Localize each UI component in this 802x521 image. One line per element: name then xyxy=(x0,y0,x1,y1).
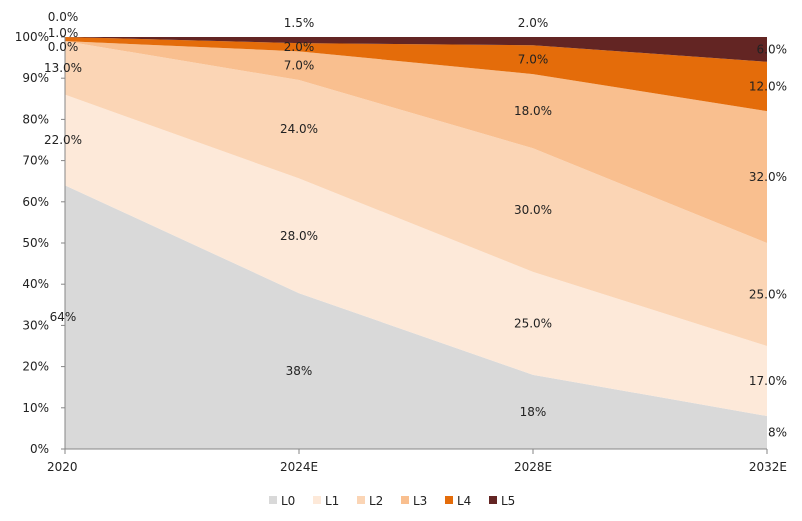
y-tick-label: 60% xyxy=(22,195,49,209)
legend-swatch-l4 xyxy=(445,496,453,504)
data-label-l3: 18.0% xyxy=(514,104,552,118)
y-tick-label: 100% xyxy=(15,30,49,44)
y-tick-label: 80% xyxy=(22,112,49,126)
data-label-l0: 38% xyxy=(286,364,313,378)
legend-label-l5: L5 xyxy=(501,494,515,508)
legend-label-l1: L1 xyxy=(325,494,339,508)
x-tick-label: 2032E xyxy=(749,460,787,474)
y-tick-label: 50% xyxy=(22,236,49,250)
legend-swatch-l3 xyxy=(401,496,409,504)
area-l1 xyxy=(65,94,767,417)
legend: L0 L1 L2 L3 L4 L5 xyxy=(269,494,515,508)
data-label-l3: 0.0% xyxy=(48,40,79,54)
data-label-l5: 0.0% xyxy=(48,10,79,24)
area-l4 xyxy=(65,37,767,112)
y-tick-label: 0% xyxy=(30,442,49,456)
legend-swatch-l2 xyxy=(357,496,365,504)
y-tick-label: 10% xyxy=(22,401,49,415)
legend-label-l4: L4 xyxy=(457,494,471,508)
area-l2 xyxy=(65,41,767,347)
axes-layer: 0% 10% 20% 30% 40% 50% 60% 70% 80% 90% 100% 2020 202… xyxy=(15,30,787,474)
data-label-l0: 8% xyxy=(768,426,787,440)
data-label-l5: 2.0% xyxy=(518,16,549,30)
data-label-l2: 25.0% xyxy=(749,288,787,302)
x-tick-label: 2020 xyxy=(47,460,78,474)
data-label-l2: 13.0% xyxy=(44,61,82,75)
area-layer xyxy=(65,37,767,449)
data-label-l5: 6.0% xyxy=(757,42,788,56)
data-label-l5: 1.5% xyxy=(284,16,315,30)
data-label-l1: 25.0% xyxy=(514,316,552,330)
legend-swatch-l5 xyxy=(489,496,497,504)
x-tick-label: 2028E xyxy=(514,460,552,474)
data-label-l0: 18% xyxy=(520,405,547,419)
legend-label-l0: L0 xyxy=(281,494,295,508)
data-label-l0: 64% xyxy=(50,310,77,324)
data-label-l2: 24.0% xyxy=(280,122,318,136)
area-l5 xyxy=(65,37,767,62)
data-label-l3: 7.0% xyxy=(284,59,315,73)
data-label-l1: 17.0% xyxy=(749,374,787,388)
area-l0 xyxy=(65,185,767,449)
data-label-l4: 1.0% xyxy=(48,26,79,40)
y-tick-label: 90% xyxy=(22,71,49,85)
y-tick-label: 30% xyxy=(22,318,49,332)
x-tick-label: 2024E xyxy=(280,460,318,474)
data-label-l1: 28.0% xyxy=(280,229,318,243)
data-label-l4: 7.0% xyxy=(518,53,549,67)
data-label-l1: 22.0% xyxy=(44,133,82,147)
legend-swatch-l1 xyxy=(313,496,321,504)
data-label-layer: 64% 38% 18% 8% 22.0% 28.0% 25.0% 17.0% 13.0% 24.0… xyxy=(44,10,787,440)
legend-label-l2: L2 xyxy=(369,494,383,508)
data-label-l4: 12.0% xyxy=(749,79,787,93)
data-label-l4: 2.0% xyxy=(284,40,315,54)
data-label-l2: 30.0% xyxy=(514,203,552,217)
y-tick-label: 70% xyxy=(22,154,49,168)
legend-label-l3: L3 xyxy=(413,494,427,508)
area-l3 xyxy=(65,41,767,244)
y-tick-label: 20% xyxy=(22,360,49,374)
y-tick-label: 40% xyxy=(22,277,49,291)
legend-swatch-l0 xyxy=(269,496,277,504)
data-label-l3: 32.0% xyxy=(749,170,787,184)
